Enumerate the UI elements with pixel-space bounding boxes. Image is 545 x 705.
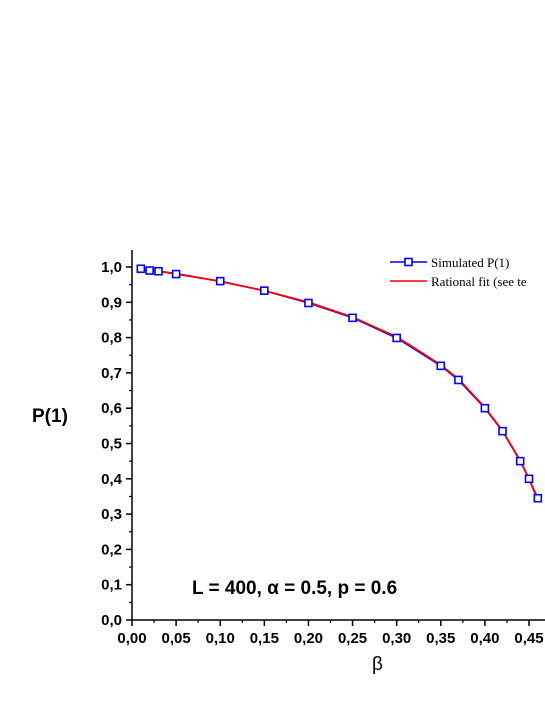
data-point-simulated bbox=[260, 286, 269, 295]
data-point-simulated bbox=[515, 456, 525, 466]
data-point-simulated bbox=[498, 426, 507, 436]
data-point-simulated bbox=[215, 276, 225, 286]
y-tick-label: 1,0 bbox=[101, 259, 122, 276]
data-point-simulated bbox=[171, 269, 181, 279]
x-axis-title: β bbox=[372, 654, 383, 675]
x-tick-label: 0,10 bbox=[206, 630, 235, 647]
legend-marker-simulated bbox=[404, 257, 413, 267]
x-tick-label: 0,35 bbox=[426, 630, 455, 647]
data-point-simulated bbox=[436, 361, 446, 371]
data-point-simulated bbox=[392, 333, 401, 343]
y-tick-label: 0,4 bbox=[101, 471, 123, 488]
series-layer bbox=[136, 264, 543, 503]
legend: Simulated P(1) Rational fit (see te bbox=[390, 255, 527, 289]
y-tick-label: 0,6 bbox=[101, 400, 122, 417]
y-tick-label: 0,2 bbox=[101, 541, 122, 558]
x-tick-label: 0,25 bbox=[338, 630, 367, 647]
series-line-fit bbox=[140, 267, 539, 501]
x-tick-label: 0,45 bbox=[514, 630, 543, 647]
data-point-simulated bbox=[454, 375, 463, 385]
axes: 0,0 0,1 0,2 0,3 0,4 0,5 0,6 0,7 0,8 0,9 1,0 0,00 0,0… bbox=[101, 250, 545, 647]
x-tick-label: 0,05 bbox=[162, 630, 191, 647]
x-tick-label: 0,30 bbox=[382, 630, 411, 647]
y-tick-label: 0,9 bbox=[101, 294, 122, 311]
data-point-simulated bbox=[533, 493, 543, 503]
x-tick-label: 0,15 bbox=[250, 630, 279, 647]
data-point-simulated bbox=[145, 266, 154, 275]
series-line-simulated bbox=[140, 268, 539, 499]
y-tick-label: 0,8 bbox=[101, 330, 122, 347]
data-point-simulated bbox=[154, 266, 163, 276]
x-tick-label: 0,20 bbox=[294, 630, 323, 647]
y-tick-label: 0,5 bbox=[101, 436, 122, 453]
data-point-simulated bbox=[348, 313, 357, 323]
x-tick-label: 0,40 bbox=[470, 630, 499, 647]
y-tick-label: 0,7 bbox=[101, 365, 122, 382]
x-tick-label: 0,00 bbox=[117, 630, 146, 647]
chart-annotation: L = 400, α = 0.5, p = 0.6 bbox=[192, 578, 397, 599]
y-tick-label: 0,0 bbox=[101, 612, 122, 629]
y-axis-title: P(1) bbox=[32, 406, 68, 427]
data-point-simulated bbox=[480, 403, 490, 413]
data-point-simulated bbox=[304, 298, 313, 308]
legend-label-simulated: Simulated P(1) bbox=[431, 255, 509, 270]
legend-label-fit: Rational fit (see te bbox=[431, 274, 527, 289]
y-tick-label: 0,1 bbox=[101, 577, 122, 594]
data-point-simulated bbox=[136, 264, 146, 274]
y-tick-label: 0,3 bbox=[101, 506, 122, 523]
data-point-simulated bbox=[524, 474, 534, 484]
